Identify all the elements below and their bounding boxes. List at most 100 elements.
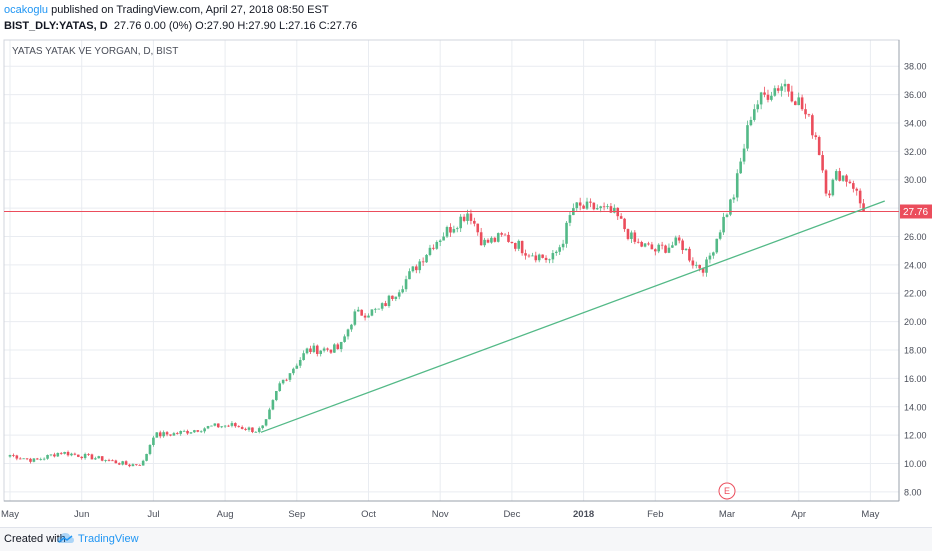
candle — [326, 347, 329, 352]
candlestick-chart[interactable]: YATAS YATAK VE YORGAN, D, BIST 8.00 10.00… — [0, 36, 932, 526]
candle-body — [671, 245, 674, 248]
candle-body — [466, 213, 469, 221]
candle-body — [698, 264, 701, 269]
candle-body — [650, 244, 654, 250]
candle — [657, 243, 661, 254]
price-axis: 8.00 10.00 12.00 14.00 16.00 18.00 20.00 22.00 2… — [904, 62, 927, 498]
candle-body — [732, 197, 736, 200]
candle-body — [790, 91, 794, 102]
earnings-circle[interactable] — [718, 482, 736, 500]
candle — [544, 255, 548, 263]
ohlc-values: 27.76 0.00 (0%) O:27.90 H:27.90 L:27.16 … — [113, 20, 358, 32]
candle — [841, 175, 845, 182]
candle — [694, 261, 698, 269]
candle — [807, 113, 811, 118]
earnings-marker[interactable]: E — [718, 482, 736, 500]
candle — [305, 347, 309, 355]
candle — [247, 426, 251, 432]
candle — [630, 230, 633, 243]
candle — [39, 457, 43, 461]
candle-body — [189, 432, 193, 434]
candle-body — [56, 452, 60, 457]
candle-body — [312, 345, 316, 352]
price-tick-label: 34.00 — [904, 118, 927, 128]
price-tick-label: 12.00 — [904, 431, 927, 441]
candle-body — [169, 434, 172, 436]
author-link[interactable]: ocakoglu — [4, 4, 49, 16]
candle — [459, 214, 462, 233]
candle — [319, 350, 322, 357]
candle-body — [654, 249, 657, 252]
candle — [452, 225, 456, 234]
candle-body — [418, 261, 422, 271]
candle-body — [763, 92, 766, 95]
candle — [196, 430, 200, 433]
candle-body — [309, 348, 312, 352]
candle — [824, 169, 828, 197]
price-tag-bg — [900, 204, 932, 219]
candle-body — [585, 201, 589, 209]
candle — [80, 456, 83, 460]
trendline[interactable] — [260, 200, 885, 433]
candle — [681, 238, 684, 254]
candle — [616, 207, 620, 220]
candle — [391, 295, 394, 301]
candle — [148, 444, 152, 456]
candle-body — [858, 190, 862, 204]
candle-body — [677, 237, 681, 241]
candle-body — [172, 433, 176, 436]
candle-body — [554, 251, 558, 254]
price-tick-label: 20.00 — [904, 317, 927, 327]
candle — [264, 418, 268, 427]
candle-body — [29, 458, 32, 462]
price-tick-label: 32.00 — [904, 147, 927, 157]
candle-body — [387, 295, 391, 306]
candle — [524, 249, 527, 260]
candle-body — [729, 199, 732, 215]
candle — [855, 187, 859, 196]
chart-area[interactable]: YATAS YATAK VE YORGAN, D, BIST 8.00 10.00… — [0, 36, 932, 526]
tradingview-cloud-icon[interactable] — [56, 532, 76, 549]
candle — [462, 214, 466, 223]
candle-body — [298, 359, 302, 366]
candle-body — [787, 83, 790, 92]
candle-body — [537, 254, 541, 261]
candle — [493, 236, 497, 243]
candle — [838, 167, 841, 182]
candle — [435, 240, 439, 250]
candles — [8, 79, 865, 468]
candle — [59, 451, 63, 455]
candle — [595, 204, 599, 210]
candle-body — [158, 432, 162, 437]
candle — [828, 190, 831, 198]
candle — [496, 232, 500, 243]
candle-body — [148, 444, 152, 454]
candle — [575, 201, 579, 212]
candle-body — [254, 431, 258, 433]
candle — [742, 143, 746, 165]
candle-body — [206, 426, 210, 429]
candle-body — [73, 453, 77, 455]
candle — [394, 296, 398, 302]
candle-body — [852, 183, 855, 189]
candle — [165, 430, 169, 437]
candle-body — [773, 88, 777, 96]
candle — [230, 421, 234, 428]
candle-body — [630, 232, 633, 239]
candle — [647, 241, 650, 246]
candle-body — [592, 202, 596, 210]
price-tick-label: 14.00 — [904, 402, 927, 412]
time-tick-label: Sep — [288, 509, 305, 520]
candle-body — [18, 458, 22, 460]
candle — [158, 430, 162, 439]
candle-body — [691, 260, 695, 266]
tradingview-brand-link[interactable]: TradingView — [78, 533, 139, 545]
candle-body — [561, 243, 565, 248]
candle-body — [162, 432, 165, 437]
candle — [442, 232, 445, 241]
ohlc-line: BIST_DLY:YATAS, D 27.76 0.00 (0%) O:27.9… — [4, 18, 357, 34]
candle — [179, 430, 183, 436]
candle-body — [633, 232, 637, 242]
candle — [592, 202, 596, 211]
candle-body — [664, 245, 667, 253]
